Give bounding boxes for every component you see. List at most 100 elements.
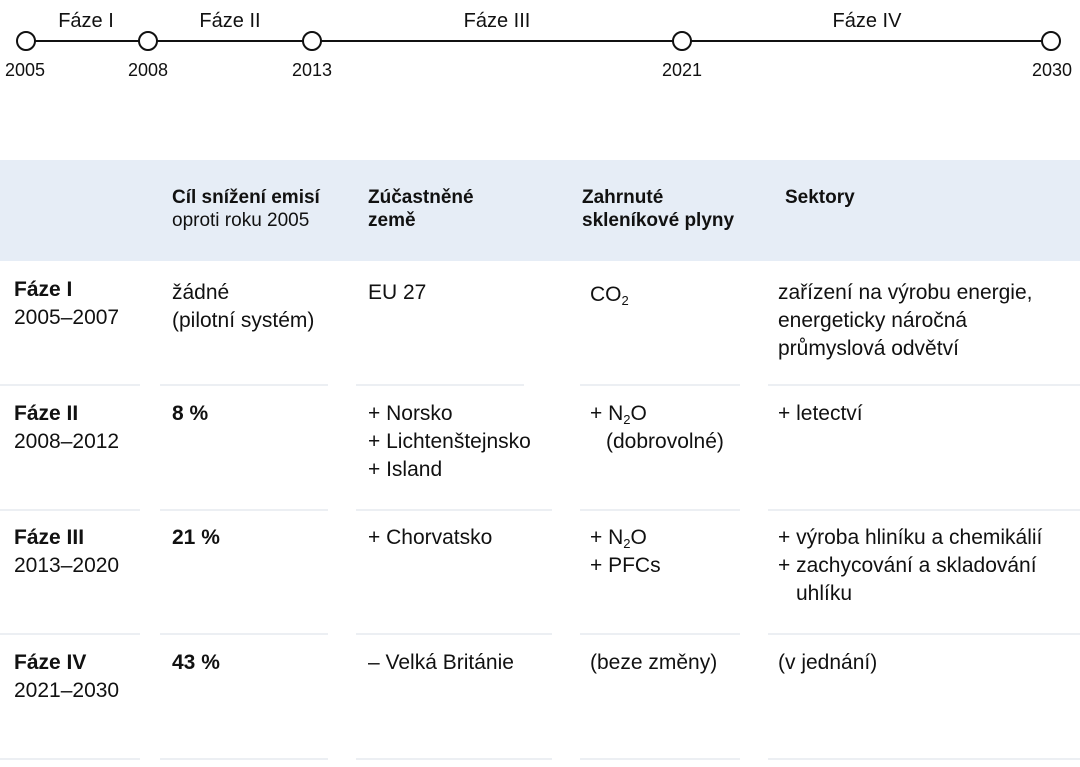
phase-name: Fáze II [14, 402, 79, 425]
row-divider [160, 384, 328, 386]
row-divider [160, 509, 328, 511]
row-divider [160, 758, 328, 760]
gas-formula-suffix: O [630, 402, 647, 425]
table-row-phase: Fáze I 2005–2007 [14, 276, 119, 332]
timeline-phase-label: Fáze II [199, 10, 261, 32]
gas-formula: + N2O [590, 400, 724, 428]
column-header-gases-line: Zahrnuté [582, 187, 664, 208]
table-cell-sectors: + výroba hliníku a chemikálií + zachycov… [778, 524, 1042, 608]
cell-line: + Chorvatsko [368, 526, 493, 549]
timeline-year: 2008 [127, 60, 169, 80]
timeline-year: 2030 [1031, 60, 1073, 80]
timeline-phase-label: Fáze III [463, 10, 531, 32]
cell-line: – Velká Británie [368, 651, 514, 674]
table-row-phase: Fáze III 2013–2020 [14, 524, 119, 580]
row-divider [768, 509, 1080, 511]
table-cell-sectors: (v jednání) [778, 649, 877, 677]
cell-line: žádné [172, 281, 230, 304]
cell-line: + Island [368, 458, 443, 481]
row-divider [356, 633, 552, 635]
gas-note: (dobrovolné) [606, 430, 724, 453]
cell-line: + Norsko [368, 402, 453, 425]
cell-line: + výroba hliníku a chemikálií [778, 526, 1043, 549]
phase-years: 2021–2030 [14, 679, 120, 702]
phase-name: Fáze I [14, 278, 73, 301]
timeline-marker-2013 [302, 31, 322, 51]
gas-formula-suffix: O [630, 526, 647, 549]
column-header-countries-line: země [368, 210, 416, 231]
timeline-phase-label: Fáze I [54, 10, 118, 33]
gas-formula-subscript: 2 [621, 293, 629, 308]
cell-line: energeticky náročná [778, 309, 968, 332]
gas-extra: + PFCs [590, 554, 661, 577]
table-row-phase: Fáze II 2008–2012 [14, 400, 119, 456]
gas-formula: CO2 [590, 281, 629, 309]
table-cell-gases: + N2O (dobrovolné) [590, 400, 724, 456]
phase-name: Fáze III [14, 526, 85, 549]
row-divider [768, 633, 1080, 635]
column-header-gases: Zahrnuté skleníkové plyny [582, 186, 734, 232]
table-cell-countries: + Chorvatsko [368, 524, 492, 552]
gas-formula-subscript: 2 [623, 536, 631, 551]
phase-name: Fáze IV [14, 651, 87, 674]
phase-years: 2008–2012 [14, 430, 120, 453]
timeline-year: 2013 [291, 60, 333, 80]
column-header-countries-line: Zúčastněné [368, 187, 474, 208]
table-cell-countries: + Norsko + Lichtenštejnsko + Island [368, 400, 531, 484]
gas-formula-subscript: 2 [623, 412, 631, 427]
cell-line: (beze změny) [590, 651, 718, 674]
row-divider [160, 633, 328, 635]
timeline-year: 2005 [4, 60, 46, 80]
row-divider [580, 509, 740, 511]
timeline-marker-2021 [672, 31, 692, 51]
table-cell-target: 21 % [172, 524, 220, 552]
row-divider [580, 633, 740, 635]
timeline-marker-2030 [1041, 31, 1061, 51]
column-header-target-subtitle: oproti roku 2005 [172, 210, 310, 231]
row-divider [0, 384, 140, 386]
row-divider [0, 509, 140, 511]
table-header: Cíl snížení emisí oproti roku 2005 Zúčas… [0, 160, 1080, 261]
table-row-phase: Fáze IV 2021–2030 [14, 649, 119, 705]
cell-line: 21 % [172, 526, 220, 549]
column-header-countries: Zúčastněné země [368, 186, 474, 232]
row-divider [356, 758, 552, 760]
cell-line: + zachycování a skladování [778, 554, 1037, 577]
timeline-year: 2021 [661, 60, 703, 80]
row-divider [768, 384, 1080, 386]
cell-line: + Lichtenštejnsko [368, 430, 531, 453]
cell-line: (v jednání) [778, 651, 878, 674]
table-cell-sectors: + letectví [778, 400, 863, 428]
table-cell-sectors: zařízení na výrobu energie, energeticky … [778, 279, 1032, 363]
table-cell-target: 43 % [172, 649, 220, 677]
gas-formula-main: CO [590, 283, 622, 306]
timeline-phase-label: Fáze IV [832, 10, 902, 32]
cell-line: EU 27 [368, 281, 427, 304]
timeline-marker-2005 [16, 31, 36, 51]
cell-line: 8 % [172, 402, 209, 425]
row-divider [0, 633, 140, 635]
gas-formula: + N2O [590, 524, 661, 552]
cell-line: + letectví [778, 402, 863, 425]
row-divider [356, 509, 552, 511]
timeline-line [26, 40, 1050, 42]
table-cell-gases: CO2 [590, 281, 629, 309]
row-divider [580, 758, 740, 760]
cell-line: uhlíku [796, 582, 853, 605]
row-divider [356, 384, 524, 386]
column-header-sectors: Sektory [785, 187, 855, 208]
gas-formula-main: + N [590, 526, 624, 549]
table-cell-target: 8 % [172, 400, 208, 428]
row-divider [580, 384, 740, 386]
cell-line: průmyslová odvětví [778, 337, 959, 360]
column-header-gases-line: skleníkové plyny [582, 210, 735, 231]
row-divider [768, 758, 1080, 760]
timeline: 2005 2008 2013 2021 2030 Fáze I Fáze II … [0, 0, 1080, 110]
table-cell-gases: (beze změny) [590, 649, 717, 677]
table-cell-countries: EU 27 [368, 279, 426, 307]
column-header-target-title: Cíl snížení emisí [172, 187, 320, 208]
cell-line: (pilotní systém) [172, 309, 315, 332]
phase-years: 2013–2020 [14, 554, 120, 577]
column-header-target: Cíl snížení emisí oproti roku 2005 [172, 186, 320, 232]
cell-line: zařízení na výrobu energie, [778, 281, 1033, 304]
